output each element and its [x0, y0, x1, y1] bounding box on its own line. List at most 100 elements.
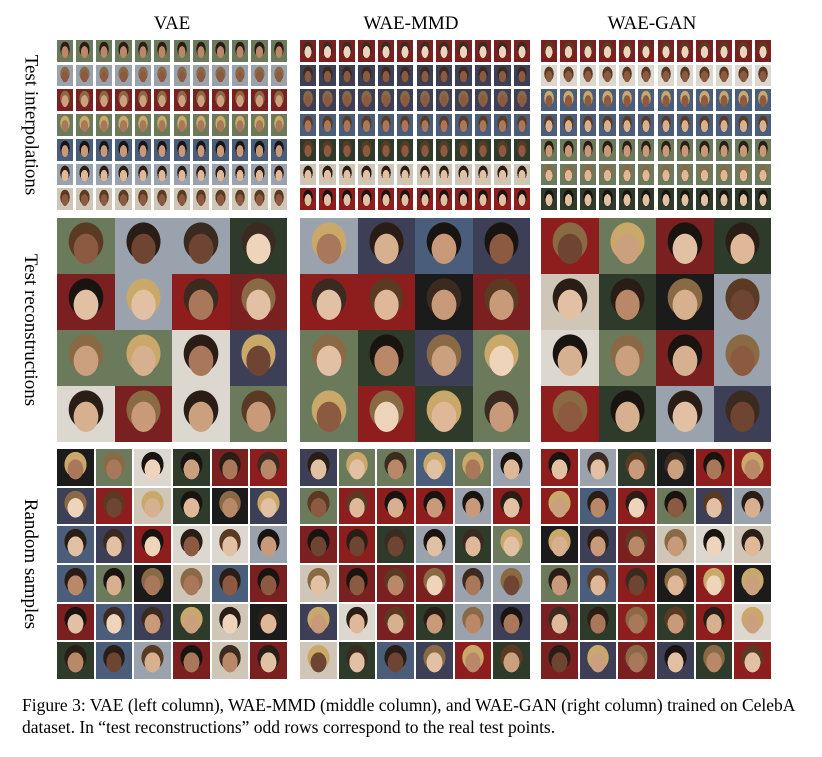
face-image — [377, 449, 414, 486]
face-image — [474, 188, 492, 210]
face-image — [657, 565, 694, 602]
face-image — [270, 163, 287, 186]
face-image — [300, 89, 317, 112]
face-image — [172, 218, 230, 274]
face-image — [455, 64, 472, 87]
face-image — [618, 114, 636, 136]
face-image — [598, 274, 656, 330]
face-image — [397, 138, 414, 161]
face-image — [754, 114, 771, 136]
face-image — [76, 40, 93, 62]
face-image — [676, 188, 694, 210]
face-image — [338, 188, 356, 210]
face-image — [657, 526, 694, 563]
face-image — [696, 40, 713, 62]
face-image — [231, 114, 249, 136]
face-image — [357, 386, 415, 442]
face-image — [713, 274, 771, 330]
face-image — [377, 526, 414, 563]
face-image — [579, 565, 617, 602]
face-image — [541, 565, 578, 602]
face-image — [579, 163, 597, 186]
face-image — [618, 188, 636, 210]
face-image — [541, 40, 558, 62]
face-image — [358, 40, 375, 62]
face-image — [416, 163, 433, 186]
face-image — [134, 138, 152, 161]
face-image — [754, 40, 771, 62]
face-image — [397, 188, 414, 210]
face-image — [338, 89, 356, 112]
face-image — [192, 40, 210, 62]
face-image — [513, 114, 530, 136]
face-image — [134, 603, 171, 641]
face-image — [231, 89, 249, 112]
face-image — [455, 138, 472, 161]
face-image — [57, 386, 115, 442]
face-image — [300, 330, 358, 386]
face-image — [211, 526, 249, 563]
face-image — [435, 40, 453, 62]
face-image — [472, 330, 530, 386]
face-image — [657, 163, 674, 186]
face-image — [416, 89, 433, 112]
face-image — [211, 565, 249, 602]
face-image — [560, 40, 577, 62]
face-image — [397, 163, 414, 186]
face-image — [300, 526, 337, 563]
face-image — [598, 386, 656, 442]
face-image — [715, 114, 733, 136]
face-image — [579, 449, 617, 486]
face-image — [377, 64, 395, 87]
face-image — [397, 40, 414, 62]
face-image — [95, 449, 133, 486]
face-image — [735, 40, 752, 62]
face-image — [541, 163, 558, 186]
face-image — [416, 138, 433, 161]
face-image — [358, 138, 375, 161]
column-title-vae: VAE — [153, 13, 191, 34]
face-image — [57, 487, 94, 525]
face-image — [560, 114, 577, 136]
face-image — [734, 449, 771, 486]
face-image — [676, 89, 694, 112]
face-image — [231, 163, 249, 186]
face-image — [754, 163, 771, 186]
face-image — [754, 138, 771, 161]
face-image — [618, 40, 636, 62]
face-image — [57, 163, 74, 186]
face-image — [357, 330, 415, 386]
face-image — [95, 642, 133, 679]
face-image — [657, 40, 674, 62]
face-image — [474, 138, 492, 161]
face-image — [377, 138, 395, 161]
face-image — [454, 642, 492, 679]
face-image — [319, 89, 336, 112]
face-image — [270, 64, 287, 87]
face-image — [657, 114, 674, 136]
face-image — [134, 487, 171, 525]
face-image — [638, 138, 655, 161]
face-image — [494, 64, 511, 87]
row-label-test-interpolations: Test interpolations — [20, 54, 41, 196]
face-image — [377, 188, 395, 210]
face-image — [494, 40, 511, 62]
face-image — [134, 449, 171, 486]
face-image — [114, 386, 172, 442]
face-image — [250, 603, 287, 641]
face-image — [211, 487, 249, 525]
face-image — [114, 330, 172, 386]
face-image — [76, 114, 93, 136]
image-panel-wae-mmd-interpolations — [300, 40, 530, 210]
face-image — [676, 40, 694, 62]
face-image — [95, 603, 133, 641]
face-image — [735, 114, 752, 136]
face-image — [715, 89, 733, 112]
face-image — [300, 386, 358, 442]
face-image — [134, 565, 171, 602]
face-image — [455, 40, 472, 62]
face-image — [696, 64, 713, 87]
face-image — [454, 526, 492, 563]
face-image — [397, 89, 414, 112]
face-image — [541, 89, 558, 112]
